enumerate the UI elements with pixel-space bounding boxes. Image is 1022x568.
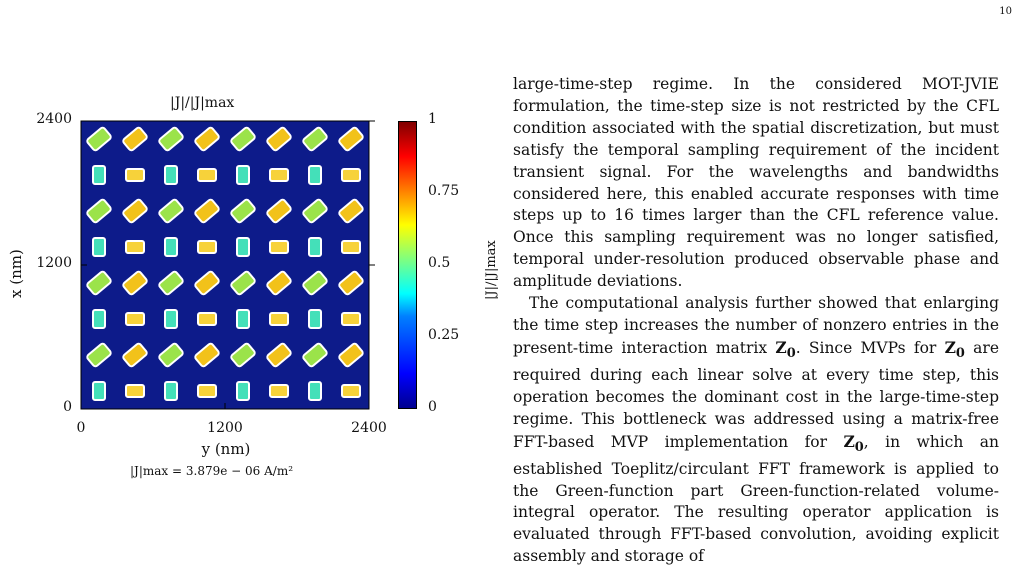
current-density-cell bbox=[125, 240, 145, 254]
current-density-cell bbox=[92, 237, 106, 257]
current-density-cell bbox=[308, 165, 322, 185]
current-density-cell bbox=[86, 126, 112, 152]
text-run: , in which an established Toeplitz/circu… bbox=[513, 432, 999, 566]
current-density-cell bbox=[92, 165, 106, 185]
y-tick-label: 0 bbox=[63, 399, 72, 415]
current-density-cell bbox=[230, 342, 256, 368]
current-density-cell bbox=[122, 126, 148, 152]
y-tick-label: 2400 bbox=[36, 111, 72, 127]
current-density-cell bbox=[266, 270, 292, 296]
current-density-cell bbox=[230, 270, 256, 296]
current-density-cell bbox=[341, 384, 361, 398]
current-density-cell bbox=[122, 270, 148, 296]
current-density-cell bbox=[341, 168, 361, 182]
current-density-cell bbox=[194, 270, 220, 296]
body-text-column: large-time-step regime. In the considere… bbox=[513, 74, 999, 568]
current-density-cell bbox=[269, 240, 289, 254]
jmax-caption: |J|max = 3.879e − 06 A/m² bbox=[130, 464, 294, 478]
paragraph: large-time-step regime. In the considere… bbox=[513, 75, 999, 291]
current-density-cell bbox=[92, 381, 106, 401]
current-density-cell bbox=[338, 342, 364, 368]
current-density-cell bbox=[86, 270, 112, 296]
current-density-cell bbox=[266, 198, 292, 224]
colorbar-tick: 0.25 bbox=[428, 327, 460, 343]
current-density-cell bbox=[338, 270, 364, 296]
current-density-cell bbox=[158, 198, 184, 224]
current-density-cell bbox=[308, 309, 322, 329]
x-tick-label: 1200 bbox=[207, 420, 243, 436]
x-axis-label: y (nm) bbox=[201, 440, 251, 458]
current-density-cell bbox=[158, 126, 184, 152]
plot-background bbox=[80, 120, 370, 410]
y-axis-label: x (nm) bbox=[7, 249, 25, 298]
current-density-cell bbox=[125, 312, 145, 326]
current-density-cell bbox=[197, 240, 217, 254]
current-density-cell bbox=[194, 126, 220, 152]
current-density-cell bbox=[158, 270, 184, 296]
current-density-cell bbox=[236, 381, 250, 401]
current-density-cell bbox=[125, 168, 145, 182]
colorbar-tick: 1 bbox=[428, 111, 437, 127]
current-density-cell bbox=[338, 126, 364, 152]
colorbar-tick: 0.75 bbox=[428, 183, 460, 199]
current-density-cell bbox=[86, 198, 112, 224]
page-number: 10 bbox=[999, 6, 1012, 17]
current-density-cell bbox=[164, 381, 178, 401]
current-density-cell bbox=[122, 198, 148, 224]
current-density-cell bbox=[164, 237, 178, 257]
current-density-cell bbox=[266, 342, 292, 368]
current-density-cell bbox=[197, 384, 217, 398]
current-density-cell bbox=[125, 384, 145, 398]
current-density-cell bbox=[302, 126, 328, 152]
current-density-cell bbox=[302, 270, 328, 296]
current-density-cell bbox=[164, 309, 178, 329]
current-density-cell bbox=[164, 165, 178, 185]
colorbar-label: |J|/|J|max bbox=[484, 240, 499, 300]
current-density-cell bbox=[236, 309, 250, 329]
colorbar-tick: 0.5 bbox=[428, 255, 451, 271]
current-density-figure: |J|/|J|max 2400 1200 0 0 1200 2400 x (nm… bbox=[0, 0, 499, 529]
text-run: . Since MVPs for bbox=[795, 338, 945, 357]
current-density-cell bbox=[302, 342, 328, 368]
current-density-cell bbox=[230, 126, 256, 152]
current-density-cell bbox=[197, 168, 217, 182]
current-density-cell bbox=[236, 237, 250, 257]
colorbar-tick: 0 bbox=[428, 399, 437, 415]
current-density-cell bbox=[302, 198, 328, 224]
heatmap-plot bbox=[80, 120, 375, 410]
current-density-cell bbox=[308, 237, 322, 257]
current-density-cell bbox=[122, 342, 148, 368]
current-density-cell bbox=[308, 381, 322, 401]
current-density-cell bbox=[341, 312, 361, 326]
current-density-cell bbox=[269, 168, 289, 182]
current-density-cell bbox=[197, 312, 217, 326]
current-density-cell bbox=[266, 126, 292, 152]
current-density-cell bbox=[86, 342, 112, 368]
text-run: are required during each linear solve at… bbox=[513, 338, 999, 451]
colorbar bbox=[398, 121, 417, 409]
current-density-cell bbox=[194, 342, 220, 368]
matrix-symbol: Z0 bbox=[944, 337, 965, 361]
current-density-cell bbox=[230, 198, 256, 224]
x-tick-label: 2400 bbox=[351, 420, 387, 436]
current-density-cell bbox=[194, 198, 220, 224]
current-density-cell bbox=[236, 165, 250, 185]
plot-title: |J|/|J|max bbox=[170, 95, 235, 111]
current-density-cell bbox=[269, 312, 289, 326]
current-density-cell bbox=[338, 198, 364, 224]
current-density-cell bbox=[269, 384, 289, 398]
matrix-symbol: Z0 bbox=[843, 431, 864, 455]
paragraph: The computational analysis further showe… bbox=[513, 293, 999, 568]
current-density-cell bbox=[158, 342, 184, 368]
text-run: The computational analysis further showe… bbox=[513, 294, 999, 357]
matrix-symbol: Z0 bbox=[775, 337, 796, 361]
current-density-cell bbox=[92, 309, 106, 329]
current-density-cell bbox=[341, 240, 361, 254]
y-tick-label: 1200 bbox=[36, 255, 72, 271]
cell-group bbox=[86, 126, 364, 401]
x-tick-label: 0 bbox=[76, 420, 86, 436]
